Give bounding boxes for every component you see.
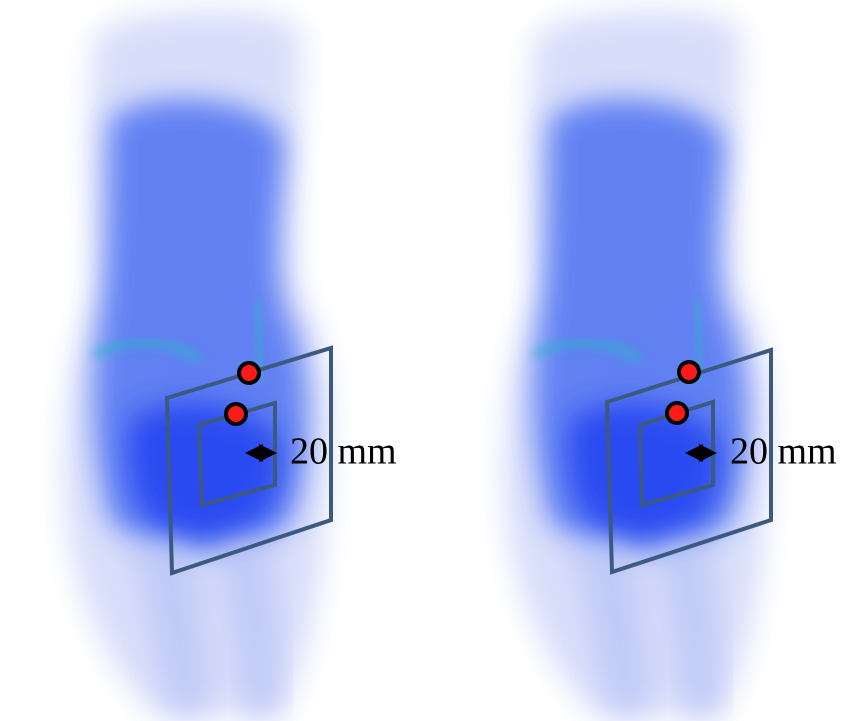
marker <box>239 363 259 383</box>
panel-right: 20 mm <box>504 10 836 715</box>
dimension-label: 20 mm <box>290 431 397 473</box>
marker <box>667 403 687 423</box>
marker <box>679 362 699 382</box>
marker <box>226 404 246 424</box>
panel-left: 20 mm <box>64 10 396 715</box>
figure: 20 mm 20 mm <box>0 0 850 721</box>
volume-render <box>64 10 329 715</box>
dimension-label: 20 mm <box>730 431 837 473</box>
